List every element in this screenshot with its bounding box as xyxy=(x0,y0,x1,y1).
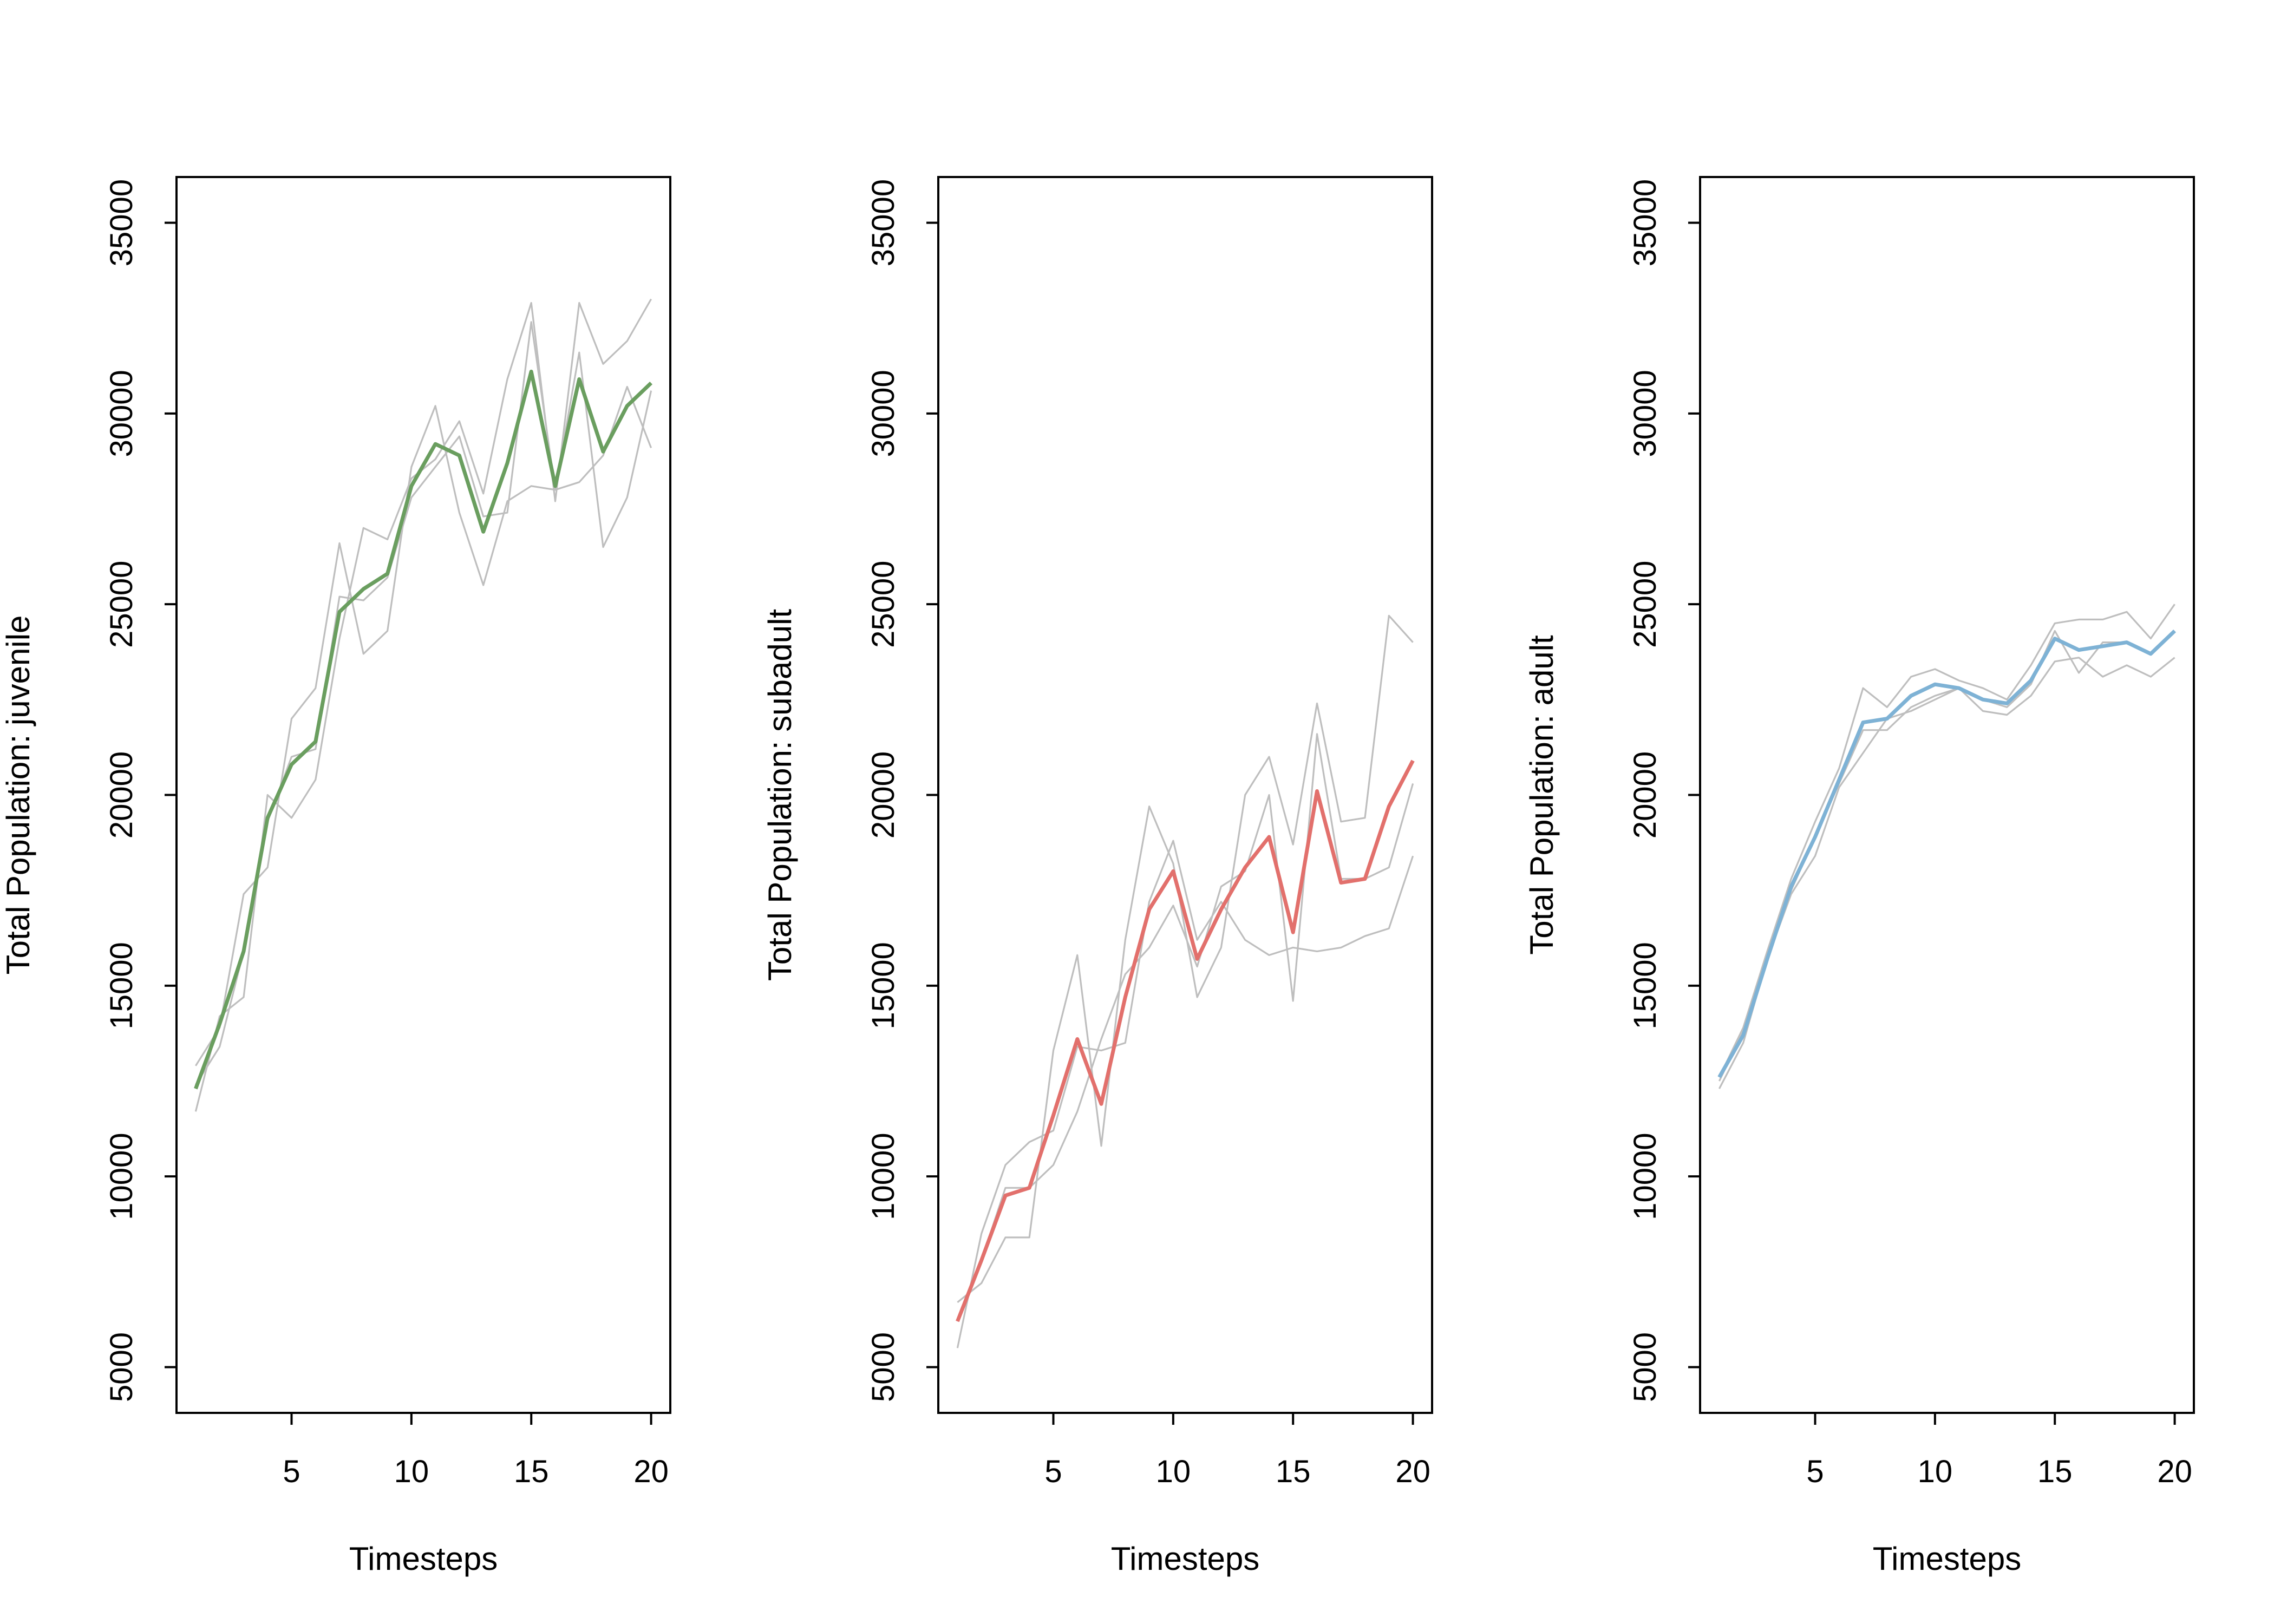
x-tick-label: 20 xyxy=(633,1454,669,1489)
x-tick-label: 5 xyxy=(1044,1454,1062,1489)
y-tick-label: 20000 xyxy=(104,751,139,839)
y-tick-label: 35000 xyxy=(866,179,901,266)
y-tick-label: 25000 xyxy=(866,561,901,648)
y-tick-label: 35000 xyxy=(104,179,139,266)
series-line-replicate xyxy=(956,733,1414,1322)
x-tick-label: 10 xyxy=(394,1454,429,1489)
x-axis-label: Timesteps xyxy=(1111,1541,1260,1577)
y-axis-label: Total Population: juvenile xyxy=(0,615,36,975)
panel-subadult: 5 10 15 20 5000 10000 15000 20000 25000 30000 3500… xyxy=(762,176,1433,1577)
x-tick-label: 10 xyxy=(1156,1454,1191,1489)
x-tick-label: 20 xyxy=(1395,1454,1430,1489)
y-tick-label: 20000 xyxy=(866,751,901,839)
series-line-replicate xyxy=(1718,630,2175,1082)
y-tick-label: 30000 xyxy=(866,370,901,457)
y-tick-label: 25000 xyxy=(104,561,139,648)
y-tick-label: 10000 xyxy=(104,1132,139,1220)
y-tick-label: 10000 xyxy=(1628,1132,1663,1220)
y-tick-label: 10000 xyxy=(866,1132,901,1220)
y-tick-label: 15000 xyxy=(104,942,139,1029)
y-axis-label: Total Population: subadult xyxy=(762,609,798,981)
y-tick-label: 35000 xyxy=(1628,179,1663,266)
y-tick-label: 5000 xyxy=(1628,1332,1663,1402)
y-tick-label: 15000 xyxy=(1628,942,1663,1029)
x-axis-label: Timesteps xyxy=(349,1541,498,1577)
y-tick-label: 5000 xyxy=(866,1332,901,1402)
x-tick-label: 15 xyxy=(514,1454,549,1489)
series-line-replicate xyxy=(956,840,1414,1348)
y-tick-label: 15000 xyxy=(866,942,901,1029)
x-tick-label: 15 xyxy=(1276,1454,1311,1489)
series-line-mean xyxy=(194,369,653,1090)
x-tick-label: 20 xyxy=(2157,1454,2192,1489)
series-line-replicate xyxy=(1718,604,2175,1078)
panel-juvenile: 5 10 15 20 5000 10000 15000 20000 25000 30000 3500… xyxy=(0,176,671,1577)
x-tick-label: 5 xyxy=(1806,1454,1824,1489)
y-tick-label: 30000 xyxy=(1628,370,1663,457)
series-line-mean xyxy=(956,759,1415,1322)
y-tick-label: 20000 xyxy=(1628,751,1663,839)
series-line-replicate xyxy=(194,298,652,1112)
y-tick-label: 25000 xyxy=(1628,561,1663,648)
x-axis-label: Timesteps xyxy=(1873,1541,2022,1577)
x-tick-label: 15 xyxy=(2037,1454,2073,1489)
x-tick-label: 10 xyxy=(1918,1454,1953,1489)
series-line-replicate xyxy=(1718,657,2175,1089)
panel-adult: 5 10 15 20 5000 10000 15000 20000 25000 30000 3500… xyxy=(1524,176,2195,1577)
plot-frame xyxy=(937,176,1433,1414)
series-line-replicate xyxy=(195,385,652,1066)
y-tick-label: 5000 xyxy=(104,1332,139,1402)
series-line-mean xyxy=(1717,629,2177,1078)
plot-frame xyxy=(175,176,671,1414)
x-tick-label: 5 xyxy=(283,1454,300,1489)
plot-frame xyxy=(1699,176,2195,1414)
series-line-replicate xyxy=(957,614,1414,1303)
y-tick-label: 30000 xyxy=(104,370,139,457)
y-axis-label: Total Population: adult xyxy=(1524,635,1560,955)
